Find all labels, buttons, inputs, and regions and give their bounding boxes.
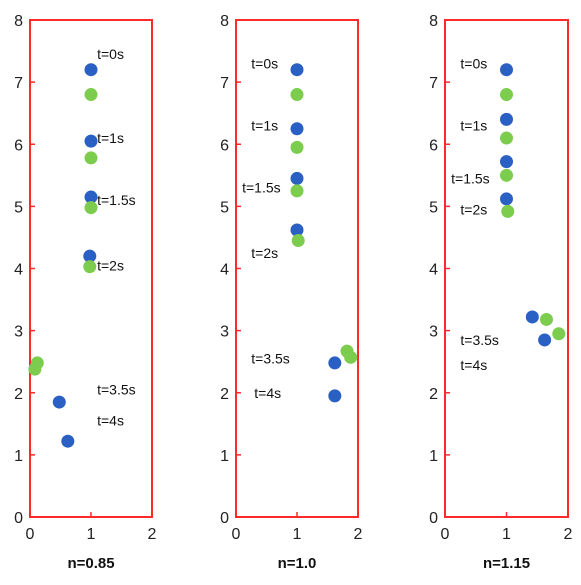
time-label: t=3.5s: [97, 382, 136, 398]
y-tick-label: 6: [220, 137, 229, 154]
x-tick-label: 2: [148, 526, 157, 543]
panel-caption: n=1.15: [483, 555, 530, 572]
y-tick-label: 0: [220, 510, 229, 527]
blue-point: [61, 434, 75, 448]
x-tick-label: 0: [232, 526, 241, 543]
green-point: [552, 327, 566, 341]
blue-point: [538, 333, 552, 347]
green-point: [84, 201, 98, 215]
blue-point: [84, 190, 98, 204]
time-label: t=2s: [251, 245, 278, 261]
y-tick-label: 4: [220, 262, 229, 279]
green-point: [84, 88, 98, 102]
y-tick-label: 0: [429, 510, 438, 527]
blue-point: [328, 389, 342, 403]
blue-point: [84, 63, 98, 77]
y-tick-label: 4: [429, 262, 438, 279]
green-point: [290, 140, 304, 154]
time-label: t=1.5s: [97, 192, 136, 208]
blue-point: [328, 356, 342, 370]
x-tick-label: 0: [26, 526, 35, 543]
time-label: t=3.5s: [460, 332, 499, 348]
green-point: [344, 350, 358, 364]
y-tick-label: 1: [220, 448, 229, 465]
y-tick-label: 8: [429, 13, 438, 30]
y-tick-label: 2: [220, 386, 229, 403]
green-point: [84, 151, 98, 165]
y-tick-label: 1: [14, 448, 23, 465]
time-label: t=2s: [97, 257, 124, 273]
blue-point: [290, 63, 304, 77]
y-tick-label: 2: [14, 386, 23, 403]
x-tick-label: 1: [502, 526, 511, 543]
chart-panel-3: 0 1 2 3 4 5 6 7 8 0 1 2 t=0s t=1s t=1.5s t=2s t=3.5s t=4s…: [429, 13, 572, 572]
y-tick-label: 3: [220, 324, 229, 341]
time-label: t=4s: [254, 385, 281, 401]
time-label: t=1.5s: [242, 180, 281, 196]
x-tick-label: 0: [441, 526, 450, 543]
y-tick-label: 5: [429, 199, 438, 216]
green-point: [291, 234, 305, 248]
y-tick-label: 7: [429, 75, 438, 92]
chart-panel-1: 0 1 2 3 4 5 6 7 8 0 1 2 t=0s t=1s t=1.5s t=2s t=3.5s t=4s…: [14, 13, 156, 572]
panel-caption: n=0.85: [67, 555, 114, 572]
x-tick-label: 1: [87, 526, 96, 543]
y-tick-label: 7: [14, 75, 23, 92]
y-tick-label: 7: [220, 75, 229, 92]
x-tick-label: 2: [354, 526, 363, 543]
y-tick-label: 0: [14, 510, 23, 527]
x-tick-label: 1: [293, 526, 302, 543]
y-tick-label: 6: [429, 137, 438, 154]
time-label: t=1.5s: [451, 170, 490, 186]
blue-point: [525, 310, 539, 324]
y-tick-label: 2: [429, 386, 438, 403]
time-label: t=1s: [251, 118, 278, 134]
time-label: t=0s: [460, 55, 487, 71]
green-point: [501, 204, 515, 218]
time-label: t=1s: [460, 118, 487, 134]
time-label: t=2s: [460, 201, 487, 217]
chart-panel-2: 0 1 2 3 4 5 6 7 8 0 1 2 t=0s t=1s t=1.5s t=2s t=3.5s t=4s…: [220, 13, 362, 572]
green-point: [290, 184, 304, 198]
blue-point: [290, 171, 304, 185]
blue-point: [500, 155, 513, 169]
blue-point: [500, 192, 513, 206]
time-label: t=0s: [97, 46, 124, 62]
y-tick-label: 4: [14, 262, 23, 279]
panel-caption: n=1.0: [278, 555, 317, 572]
green-point: [28, 362, 42, 376]
blue-point: [290, 223, 304, 237]
blue-point: [500, 112, 513, 126]
green-point: [290, 88, 304, 102]
blue-point: [84, 134, 98, 148]
blue-point: [290, 122, 304, 136]
y-tick-label: 5: [220, 199, 229, 216]
y-tick-label: 5: [14, 199, 23, 216]
time-label: t=1s: [97, 130, 124, 146]
time-label: t=4s: [460, 357, 487, 373]
y-tick-label: 3: [429, 324, 438, 341]
green-point: [500, 131, 513, 145]
time-label: t=3.5s: [251, 351, 290, 367]
y-tick-label: 6: [14, 137, 23, 154]
green-point: [500, 168, 513, 182]
green-point: [500, 88, 513, 102]
y-tick-label: 8: [14, 13, 23, 30]
y-tick-label: 8: [220, 13, 229, 30]
y-tick-label: 3: [14, 324, 23, 341]
time-label: t=0s: [251, 55, 278, 71]
blue-point: [500, 63, 513, 77]
blue-point: [52, 395, 66, 409]
x-tick-label: 2: [564, 526, 573, 543]
time-label: t=4s: [97, 413, 124, 429]
blue-point: [83, 249, 97, 263]
green-point: [539, 312, 553, 326]
y-tick-label: 1: [429, 448, 438, 465]
green-point: [83, 260, 97, 274]
